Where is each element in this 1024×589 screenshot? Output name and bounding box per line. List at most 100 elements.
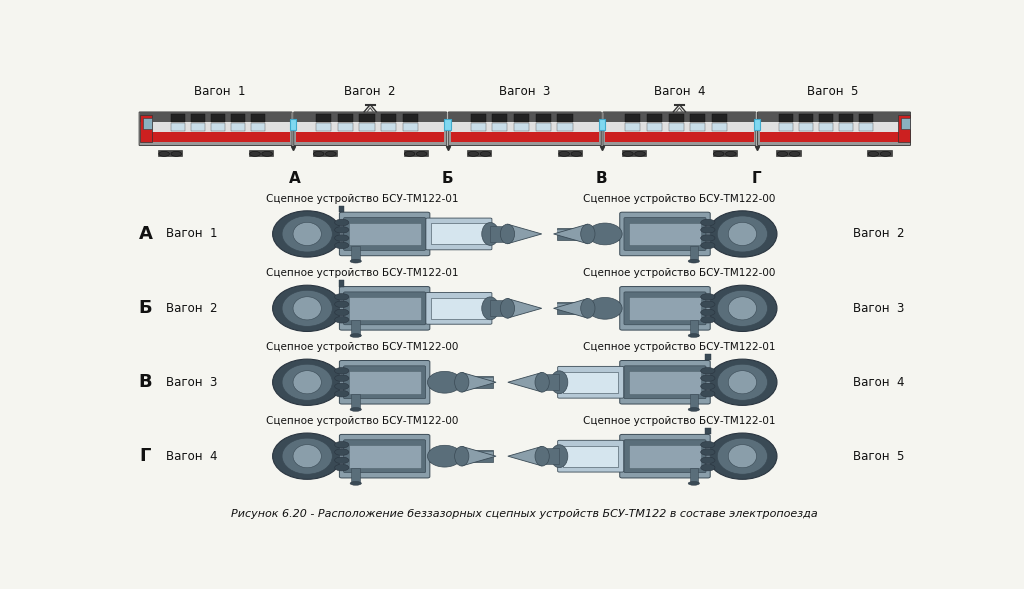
FancyBboxPatch shape <box>344 217 426 250</box>
Ellipse shape <box>335 219 349 226</box>
Ellipse shape <box>335 235 349 241</box>
Bar <box>403 150 428 155</box>
Ellipse shape <box>501 224 515 244</box>
Ellipse shape <box>700 294 715 300</box>
Bar <box>514 123 529 131</box>
Text: Вагон  5: Вагон 5 <box>807 85 858 98</box>
Text: Б: Б <box>138 299 153 317</box>
FancyBboxPatch shape <box>620 212 711 256</box>
Bar <box>599 119 605 130</box>
FancyBboxPatch shape <box>426 293 492 324</box>
Bar <box>348 297 421 320</box>
Ellipse shape <box>728 370 757 394</box>
Bar <box>557 114 572 121</box>
Bar <box>867 150 892 155</box>
Bar <box>355 376 493 388</box>
Ellipse shape <box>335 383 349 389</box>
Ellipse shape <box>350 259 361 263</box>
Text: Вагон  2: Вагон 2 <box>344 85 396 98</box>
Ellipse shape <box>708 433 777 479</box>
Polygon shape <box>462 372 496 392</box>
Bar <box>625 114 640 121</box>
Text: Г: Г <box>139 447 152 465</box>
Bar <box>450 112 600 121</box>
Bar <box>669 123 684 131</box>
Ellipse shape <box>635 151 645 156</box>
Ellipse shape <box>717 216 768 252</box>
Ellipse shape <box>708 359 777 405</box>
FancyBboxPatch shape <box>558 441 624 472</box>
Ellipse shape <box>551 371 568 393</box>
Bar <box>557 123 572 131</box>
Bar <box>557 378 694 381</box>
Polygon shape <box>898 115 909 143</box>
Bar <box>251 123 265 131</box>
Text: Вагон  4: Вагон 4 <box>853 376 904 389</box>
Ellipse shape <box>588 223 623 245</box>
Bar <box>158 150 182 155</box>
Ellipse shape <box>335 368 349 374</box>
Bar <box>754 119 760 130</box>
Bar <box>339 206 344 212</box>
Bar <box>542 448 559 464</box>
Ellipse shape <box>262 151 272 156</box>
Bar <box>536 123 551 131</box>
Bar <box>355 304 493 307</box>
Ellipse shape <box>350 333 361 337</box>
Ellipse shape <box>335 464 349 471</box>
Bar <box>402 114 418 121</box>
FancyBboxPatch shape <box>344 366 426 399</box>
Bar <box>351 320 360 336</box>
Ellipse shape <box>717 438 768 474</box>
Ellipse shape <box>427 372 462 393</box>
FancyBboxPatch shape <box>624 366 706 399</box>
Bar <box>211 114 225 121</box>
Ellipse shape <box>581 299 595 318</box>
Ellipse shape <box>726 151 736 156</box>
FancyBboxPatch shape <box>624 217 706 250</box>
Ellipse shape <box>700 391 715 397</box>
Bar <box>779 114 793 121</box>
FancyBboxPatch shape <box>620 360 711 404</box>
Ellipse shape <box>335 457 349 464</box>
Bar <box>490 226 508 242</box>
Ellipse shape <box>335 391 349 397</box>
Text: Сцепное устройство БСУ-ТМ122-00: Сцепное устройство БСУ-ТМ122-00 <box>266 342 459 352</box>
Bar <box>689 320 698 336</box>
Ellipse shape <box>700 301 715 307</box>
Text: Вагон  1: Вагон 1 <box>194 85 245 98</box>
FancyBboxPatch shape <box>344 292 426 325</box>
FancyBboxPatch shape <box>758 112 910 145</box>
Bar <box>557 304 694 307</box>
Bar <box>622 150 646 155</box>
Bar <box>143 118 152 130</box>
Bar <box>712 123 727 131</box>
Bar <box>669 114 684 121</box>
Ellipse shape <box>688 259 699 263</box>
Bar <box>355 302 493 315</box>
Ellipse shape <box>777 151 787 156</box>
Text: Вагон  3: Вагон 3 <box>853 302 904 315</box>
Bar <box>713 150 737 155</box>
Polygon shape <box>140 115 152 143</box>
Ellipse shape <box>293 370 322 394</box>
Text: Сцепное устройство БСУ-ТМ122-01: Сцепное устройство БСУ-ТМ122-01 <box>584 416 776 426</box>
Text: Сцепное устройство БСУ-ТМ122-01: Сцепное устройство БСУ-ТМ122-01 <box>266 194 459 204</box>
Ellipse shape <box>455 372 469 392</box>
Bar <box>471 123 485 131</box>
Bar <box>647 123 663 131</box>
Ellipse shape <box>272 211 342 257</box>
Text: Сцепное устройство БСУ-ТМ122-01: Сцепное устройство БСУ-ТМ122-01 <box>266 268 459 278</box>
Bar <box>381 123 396 131</box>
Ellipse shape <box>481 223 499 246</box>
Ellipse shape <box>700 368 715 374</box>
Bar <box>296 121 444 132</box>
Ellipse shape <box>404 151 415 156</box>
FancyBboxPatch shape <box>620 287 711 330</box>
Text: Рисунок 6.20 - Расположение беззазорных сцепных устройств БСУ-ТМ122 в составе эл: Рисунок 6.20 - Расположение беззазорных … <box>231 509 818 519</box>
Bar <box>706 354 711 360</box>
Ellipse shape <box>313 151 324 156</box>
Polygon shape <box>554 224 588 244</box>
Bar <box>402 123 418 131</box>
Bar <box>689 394 698 409</box>
